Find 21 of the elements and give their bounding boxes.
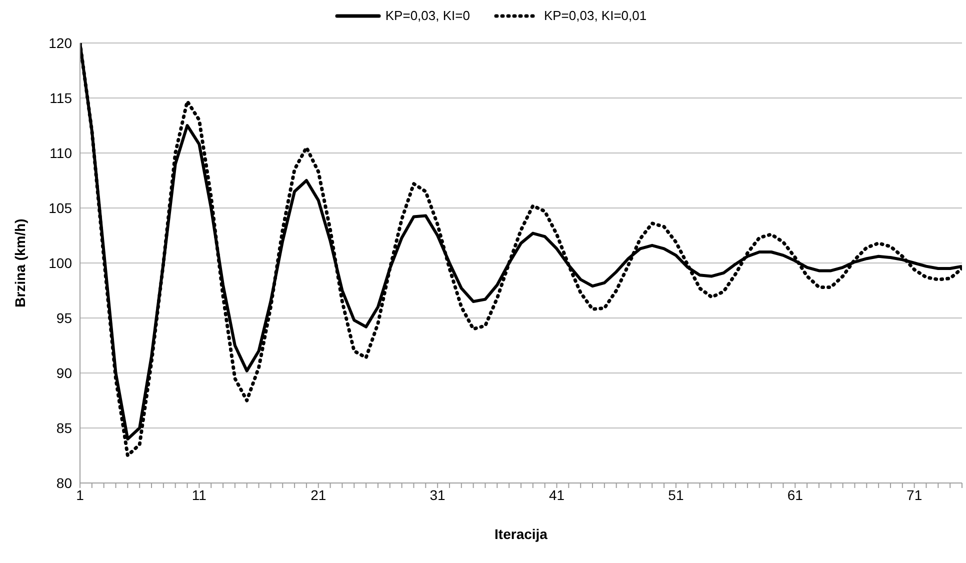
x-tick-label: 21 xyxy=(310,486,326,503)
y-axis-title: Brzina (km/h) xyxy=(12,218,28,308)
legend-label: KP=0,03, KI=0,01 xyxy=(544,8,647,23)
y-tick-label: 105 xyxy=(48,200,72,216)
y-tick-label: 85 xyxy=(56,420,72,436)
x-axis-title: Iteracija xyxy=(494,526,548,542)
x-tick-label: 1 xyxy=(76,486,84,503)
x-tick-label: 41 xyxy=(548,486,565,503)
x-tick-label: 61 xyxy=(787,486,804,503)
y-tick-label: 120 xyxy=(48,34,72,51)
y-tick-label: 100 xyxy=(48,254,72,271)
y-tick-label: 115 xyxy=(50,90,72,106)
y-tick-label: 110 xyxy=(50,144,72,161)
y-tick-label: 95 xyxy=(56,310,72,326)
y-tick-label: 90 xyxy=(56,364,72,381)
legend-label: KP=0,03, KI=0 xyxy=(385,8,470,23)
x-tick-label: 11 xyxy=(192,486,207,503)
x-tick-label: 31 xyxy=(430,486,446,503)
y-tick-label: 80 xyxy=(56,474,72,491)
x-tick-label: 71 xyxy=(906,486,922,503)
x-tick-label: 51 xyxy=(668,486,684,503)
